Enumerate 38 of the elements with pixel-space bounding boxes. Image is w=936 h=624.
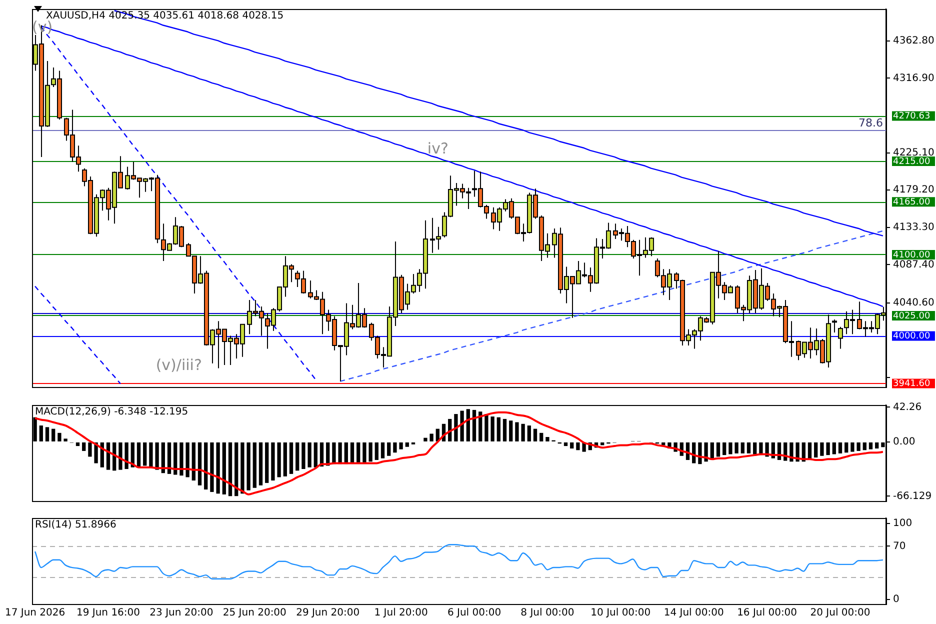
y-tick-label: 4179.20 — [893, 184, 934, 196]
x-tick-label: 29 Jun 20:00 — [296, 608, 360, 619]
ref-line-label: 4100.00 — [893, 250, 930, 260]
x-tick-label: 14 Jul 00:00 — [664, 608, 724, 619]
ref-line-label: 4215.00 — [893, 156, 930, 167]
y-tick-label: 4362.80 — [893, 35, 934, 46]
y-tick-label: 4316.90 — [893, 72, 934, 84]
ref-line-label: 4270.63 — [893, 112, 930, 122]
y-tick-label: 4087.40 — [893, 259, 934, 270]
x-tick-label: 20 Jul 00:00 — [810, 608, 870, 619]
x-tick-label: 1 Jul 20:00 — [374, 608, 428, 619]
y-tick-label: 100 — [893, 518, 912, 529]
y-tick-label: 42.26 — [893, 402, 922, 413]
ref-line-label: 3941.60 — [893, 379, 930, 390]
x-tick-label: 10 Jul 00:00 — [590, 608, 651, 619]
y-tick-label: 70 — [893, 540, 906, 552]
x-tick-label: 23 Jun 20:00 — [150, 608, 214, 619]
x-tick-label: 19 Jun 16:00 — [76, 608, 140, 619]
ref-line-label: 4000.00 — [893, 332, 930, 342]
chart-title: MACD(12,26,9) -6.348 -12.195 — [35, 406, 188, 418]
y-tick-label: 4133.30 — [893, 222, 934, 234]
y-tick-label: 0.00 — [893, 436, 916, 448]
x-tick-label: 16 Jul 00:00 — [737, 608, 798, 619]
x-tick-label: 8 Jul 00:00 — [520, 608, 574, 619]
x-tick-label: 17 Jun 2026 — [4, 608, 66, 619]
annotation: 78.6 — [858, 116, 883, 130]
y-tick-label: 4225.10 — [893, 147, 934, 158]
annotation: iv? — [427, 140, 448, 158]
x-tick-label: 25 Jun 20:00 — [222, 608, 286, 619]
y-tick-label: 4040.60 — [893, 297, 934, 308]
y-tick-label: -66.129 — [893, 490, 932, 502]
ref-line-label: 4025.00 — [893, 311, 930, 322]
annotation: (v)/iii? — [156, 356, 202, 374]
ref-line-label: 4165.00 — [893, 198, 930, 208]
x-tick-label: 6 Jul 00:00 — [447, 608, 502, 619]
annotation: (v) — [32, 18, 53, 36]
y-tick-label: 0 — [893, 594, 900, 606]
chart-title: RSI(14) 51.8966 — [35, 520, 116, 531]
